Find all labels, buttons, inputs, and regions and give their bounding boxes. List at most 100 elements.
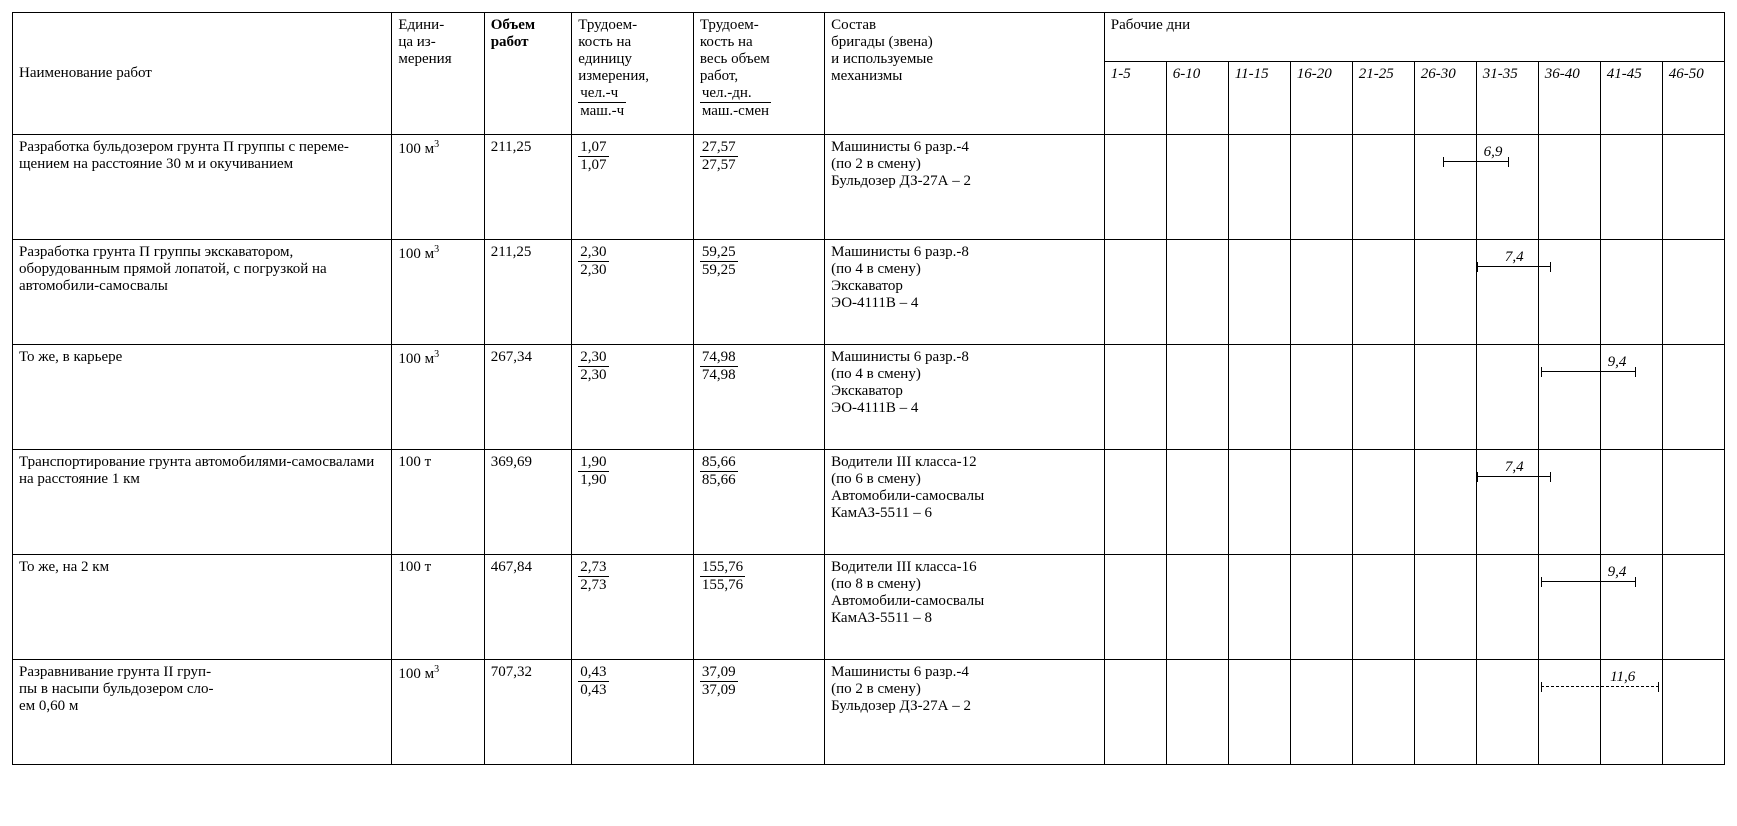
- cell-name: Разработка грунта П группы экскаватором,…: [13, 240, 392, 345]
- cell-day: [1290, 555, 1352, 660]
- cell-day: 11,6: [1538, 660, 1600, 765]
- cell-day: [1104, 450, 1166, 555]
- cell-labor-total: 85,6685,66: [693, 450, 824, 555]
- cell-volume: 369,69: [484, 450, 572, 555]
- cell-day: [1662, 135, 1724, 240]
- cell-labor-unit: 2,302,30: [572, 240, 694, 345]
- cell-day: [1166, 450, 1228, 555]
- cell-day: [1476, 555, 1538, 660]
- cell-day: [1228, 135, 1290, 240]
- cell-day: [1414, 240, 1476, 345]
- cell-day: [1476, 660, 1538, 765]
- cell-day: 9,4: [1538, 345, 1600, 450]
- cell-day: [1662, 345, 1724, 450]
- gantt-bar-label: 7,4: [1505, 459, 1524, 476]
- cell-volume: 211,25: [484, 240, 572, 345]
- cell-volume: 467,84: [484, 555, 572, 660]
- cell-day: [1166, 555, 1228, 660]
- cell-day: [1352, 555, 1414, 660]
- cell-day: [1538, 450, 1600, 555]
- cell-day: [1352, 240, 1414, 345]
- cell-day: [1290, 660, 1352, 765]
- cell-day: [1476, 135, 1538, 240]
- cell-labor-total: 59,2559,25: [693, 240, 824, 345]
- cell-day: [1104, 555, 1166, 660]
- cell-day: 7,4: [1476, 240, 1538, 345]
- gantt-bar-label: 7,4: [1505, 249, 1524, 266]
- cell-crew: Машинисты 6 разр.-4 (по 2 в смену) Бульд…: [825, 135, 1105, 240]
- table-row: Транспортирование грунта автомобилями-са…: [13, 450, 1725, 555]
- cell-day: [1662, 240, 1724, 345]
- hdr-name: Наименование работ: [13, 13, 392, 135]
- cell-day: [1290, 240, 1352, 345]
- cell-unit: 100 м3: [392, 240, 484, 345]
- hdr-day-10: 46-50: [1662, 62, 1724, 135]
- cell-labor-total: 27,5727,57: [693, 135, 824, 240]
- hdr-day-2: 6-10: [1166, 62, 1228, 135]
- cell-labor-total: 155,76155,76: [693, 555, 824, 660]
- table-row: Разравнивание грунта II груп- пы в насып…: [13, 660, 1725, 765]
- cell-day: 6,9: [1414, 135, 1476, 240]
- cell-day: [1600, 450, 1662, 555]
- cell-unit: 100 м3: [392, 345, 484, 450]
- cell-day: [1662, 660, 1724, 765]
- hdr-unit: Едини- ца из- мерения: [392, 13, 484, 135]
- cell-day: [1104, 240, 1166, 345]
- cell-day: [1290, 450, 1352, 555]
- cell-crew: Машинисты 6 разр.-8 (по 4 в смену) Экска…: [825, 240, 1105, 345]
- table-row: Разработка бульдозером грунта П группы с…: [13, 135, 1725, 240]
- hdr-day-8: 36-40: [1538, 62, 1600, 135]
- hdr-crew: Состав бригады (звена) и используемые ме…: [825, 13, 1105, 135]
- hdr-day-1: 1-5: [1104, 62, 1166, 135]
- hdr-volume: Объем работ: [484, 13, 572, 135]
- cell-day: [1600, 555, 1662, 660]
- cell-day: [1538, 135, 1600, 240]
- cell-day: [1290, 135, 1352, 240]
- cell-day: [1228, 345, 1290, 450]
- cell-name: Разравнивание грунта II груп- пы в насып…: [13, 660, 392, 765]
- cell-unit: 100 м3: [392, 660, 484, 765]
- cell-day: [1352, 660, 1414, 765]
- hdr-day-5: 21-25: [1352, 62, 1414, 135]
- cell-day: [1414, 660, 1476, 765]
- cell-labor-unit: 1,071,07: [572, 135, 694, 240]
- cell-labor-unit: 2,732,73: [572, 555, 694, 660]
- cell-day: [1538, 240, 1600, 345]
- cell-labor-unit: 2,302,30: [572, 345, 694, 450]
- cell-labor-unit: 0,430,43: [572, 660, 694, 765]
- cell-day: [1228, 660, 1290, 765]
- cell-day: [1104, 660, 1166, 765]
- cell-labor-total: 74,9874,98: [693, 345, 824, 450]
- cell-crew: Водители III класса-16 (по 8 в смену) Ав…: [825, 555, 1105, 660]
- cell-day: [1600, 345, 1662, 450]
- cell-day: [1352, 135, 1414, 240]
- hdr-day-3: 11-15: [1228, 62, 1290, 135]
- hdr-labor-unit: Трудоем- кость на единицу измерения, чел…: [572, 13, 694, 135]
- table-row: Разработка грунта П группы экскаватором,…: [13, 240, 1725, 345]
- table-body: Разработка бульдозером грунта П группы с…: [13, 135, 1725, 765]
- cell-labor-total: 37,0937,09: [693, 660, 824, 765]
- cell-day: [1662, 450, 1724, 555]
- cell-day: [1166, 240, 1228, 345]
- cell-day: [1414, 345, 1476, 450]
- cell-volume: 211,25: [484, 135, 572, 240]
- cell-name: Разработка бульдозером грунта П группы с…: [13, 135, 392, 240]
- cell-day: [1476, 345, 1538, 450]
- cell-day: [1228, 450, 1290, 555]
- cell-day: [1104, 345, 1166, 450]
- cell-day: [1104, 135, 1166, 240]
- cell-day: [1600, 135, 1662, 240]
- cell-day: [1600, 240, 1662, 345]
- schedule-table: Наименование работ Едини- ца из- мерения…: [12, 12, 1725, 765]
- cell-crew: Машинисты 6 разр.-4 (по 2 в смену) Бульд…: [825, 660, 1105, 765]
- cell-unit: 100 т: [392, 450, 484, 555]
- hdr-labor-total: Трудоем- кость на весь объем работ, чел.…: [693, 13, 824, 135]
- cell-day: [1228, 555, 1290, 660]
- cell-day: [1352, 450, 1414, 555]
- cell-day: [1352, 345, 1414, 450]
- cell-unit: 100 т: [392, 555, 484, 660]
- table-header: Наименование работ Едини- ца из- мерения…: [13, 13, 1725, 135]
- cell-day: [1166, 135, 1228, 240]
- cell-volume: 707,32: [484, 660, 572, 765]
- cell-name: Транспортирование грунта автомобилями-са…: [13, 450, 392, 555]
